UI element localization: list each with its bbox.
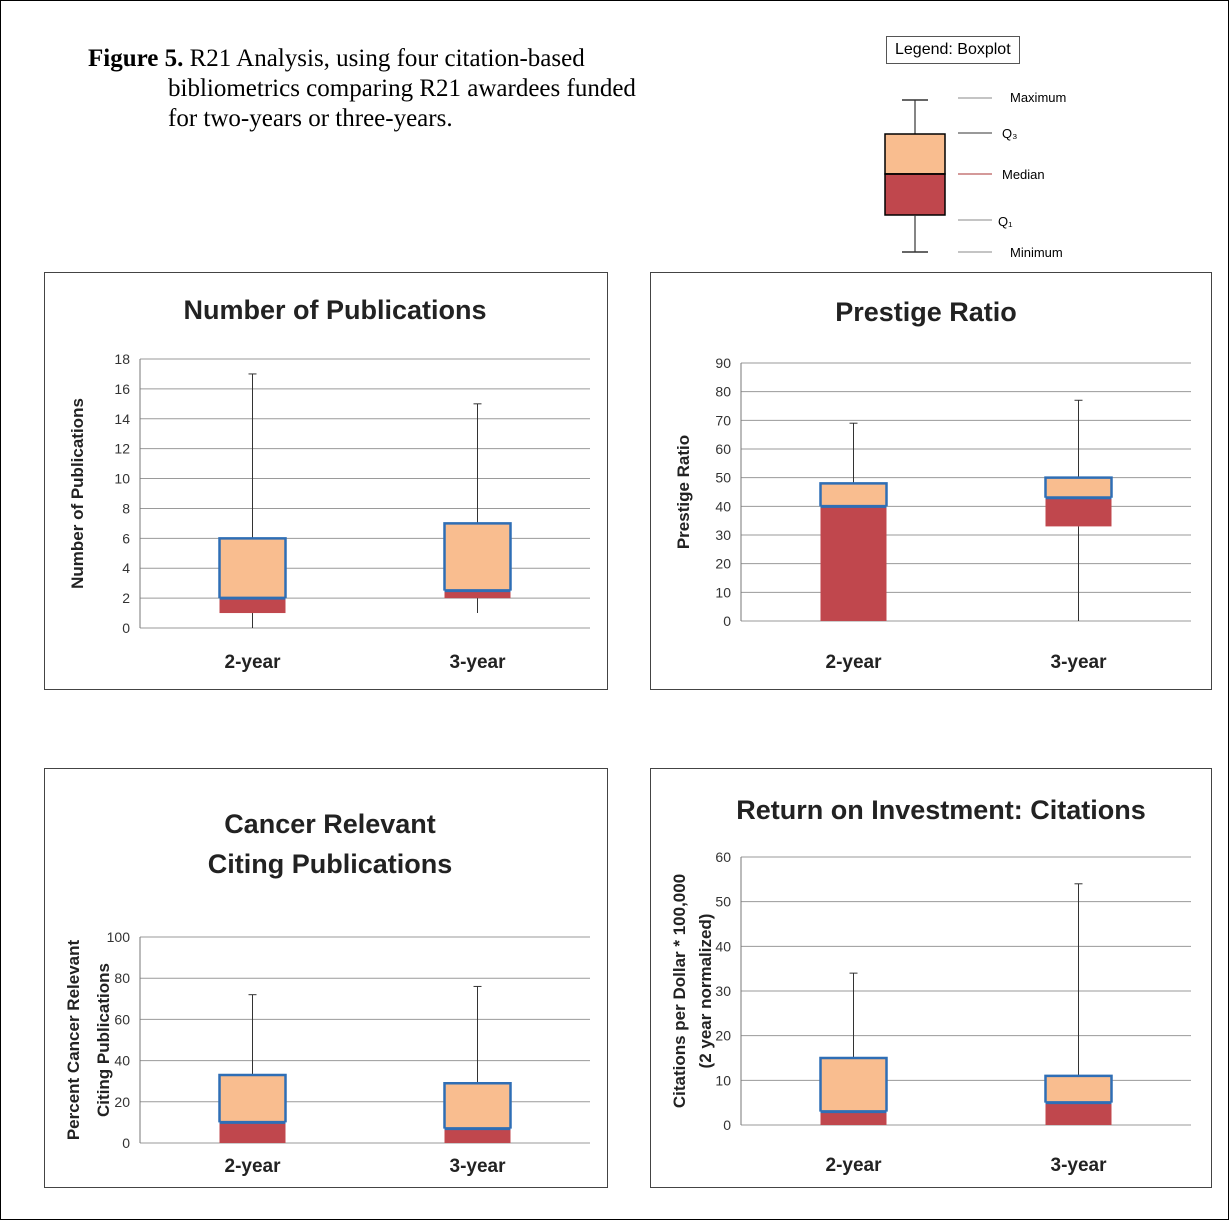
y-tick-label: 60 (715, 441, 731, 457)
box-outline (819, 482, 888, 507)
y-tick-label: 20 (715, 1028, 731, 1044)
y-tick-label: 16 (114, 381, 130, 397)
box-outline (819, 1056, 888, 1112)
y-tick-label: 0 (723, 613, 731, 629)
box-upper-quartile (820, 483, 887, 507)
y-tick-label: 100 (107, 929, 131, 945)
y-tick-label: 2 (122, 590, 130, 606)
caption-line-3: for two-years or three-years. (168, 105, 453, 132)
y-tick-label: 10 (715, 1072, 731, 1088)
box-upper-quartile (219, 538, 286, 599)
y-tick-label: 6 (122, 530, 130, 546)
chart-panel-publications: Number of Publications 0 2 4 6 8 10 12 14 16 18 Num… (44, 272, 608, 690)
y-tick-label: 70 (715, 412, 731, 428)
legend-graphic: Maximum Q₃ Median Q₁ Minimum (884, 90, 1066, 260)
box-lower-quartile (820, 1111, 887, 1125)
x-category-label: 3-year (450, 652, 507, 673)
legend-item-maximum: Maximum (1010, 90, 1066, 105)
legend-item-q3: Q₃ (1002, 126, 1017, 141)
y-axis-label: (2 year normalized) (696, 914, 715, 1069)
box-outline (218, 1073, 287, 1123)
box-lower-quartile (444, 1128, 511, 1143)
box-outline (218, 537, 287, 599)
figure-label: Figure 5. (88, 45, 184, 72)
chart-svg: Cancer Relevant Citing Publications 0 20 40 6… (64, 809, 590, 1177)
box-outline (1044, 476, 1113, 498)
box-lower-quartile (219, 598, 286, 614)
box-lower-quartile (219, 1122, 286, 1143)
chart-svg: Number of Publications 0 2 4 6 8 10 12 14 16 18 Num… (68, 295, 590, 673)
legend-lower-box (884, 173, 946, 216)
y-tick-label: 30 (715, 983, 731, 999)
box-lower-quartile (1045, 497, 1112, 527)
y-tick-label: 60 (114, 1011, 130, 1027)
caption-line-2: bibliometrics comparing R21 awardees fun… (168, 75, 636, 102)
y-tick-label: 30 (715, 527, 731, 543)
chart-svg: Return on Investment: Citations 0 10 20 30 40… (670, 795, 1191, 1176)
x-category-label: 3-year (1051, 652, 1108, 673)
x-category-label: 2-year (225, 1156, 282, 1177)
box-outline (443, 1082, 512, 1129)
x-category-label: 2-year (826, 652, 883, 673)
box-upper-quartile (444, 523, 511, 591)
box-outline (1044, 1074, 1113, 1103)
y-tick-label: 18 (114, 351, 130, 367)
chart-title: Cancer Relevant (224, 809, 436, 839)
chart-title: Prestige Ratio (835, 297, 1017, 327)
chart-panel-cancer-relevant: Cancer Relevant Citing Publications 0 20 40 6… (44, 768, 608, 1188)
y-tick-label: 60 (715, 849, 731, 865)
legend-item-median: Median (1002, 167, 1045, 182)
box-lower-quartile (444, 590, 511, 599)
legend-upper-box (884, 133, 946, 175)
box-lower-quartile (820, 506, 887, 621)
y-tick-label: 14 (114, 411, 130, 427)
y-tick-label: 50 (715, 470, 731, 486)
x-category-label: 2-year (826, 1155, 883, 1176)
x-category-label: 3-year (1051, 1155, 1108, 1176)
x-category-label: 2-year (225, 652, 282, 673)
y-axis-label: Citations per Dollar * 100,000 (670, 874, 689, 1108)
y-tick-label: 10 (715, 584, 731, 600)
chart-panel-roi-citations: Return on Investment: Citations 0 10 20 30 40… (650, 768, 1212, 1188)
y-tick-label: 8 (122, 500, 130, 516)
y-tick-label: 40 (715, 498, 731, 514)
chart-title: Citing Publications (208, 849, 453, 879)
box-lower-quartile (1045, 1102, 1112, 1125)
y-tick-label: 20 (715, 556, 731, 572)
chart-svg: Prestige Ratio 0 10 20 30 40 50 60 70 80 90 Prestig… (674, 297, 1191, 673)
boxplot-legend: Legend: Boxplot Maximum Q₃ Median Q₁ Min… (870, 36, 1080, 266)
y-axis-label: Number of Publications (68, 398, 87, 589)
box-outline (443, 522, 512, 591)
y-tick-label: 0 (723, 1117, 731, 1133)
figure-caption: Figure 5. R21 Analysis, using four citat… (88, 44, 788, 134)
box-upper-quartile (444, 1083, 511, 1129)
chart-panel-prestige: Prestige Ratio 0 10 20 30 40 50 60 70 80 90 Prestig… (650, 272, 1212, 690)
y-tick-label: 12 (114, 441, 130, 457)
y-tick-label: 4 (122, 560, 130, 576)
y-tick-label: 80 (114, 970, 130, 986)
y-tick-label: 40 (715, 938, 731, 954)
box-upper-quartile (219, 1075, 286, 1123)
y-tick-label: 0 (122, 620, 130, 636)
box-upper-quartile (1045, 1075, 1112, 1103)
y-axis-label: Citing Publications (94, 963, 113, 1117)
legend-item-q1: Q₁ (998, 214, 1013, 229)
y-tick-label: 20 (114, 1094, 130, 1110)
y-axis-label: Prestige Ratio (674, 435, 693, 549)
y-tick-label: 90 (715, 355, 731, 371)
y-tick-label: 40 (114, 1053, 130, 1069)
y-axis-label: Percent Cancer Relevant (64, 940, 83, 1141)
box-upper-quartile (1045, 477, 1112, 498)
legend-item-minimum: Minimum (1010, 245, 1063, 260)
caption-line-1: R21 Analysis, using four citation-based (189, 45, 585, 72)
y-tick-label: 50 (715, 894, 731, 910)
chart-title: Number of Publications (183, 295, 486, 325)
box-upper-quartile (820, 1058, 887, 1112)
chart-title: Return on Investment: Citations (736, 795, 1146, 825)
y-tick-label: 10 (114, 471, 130, 487)
y-tick-label: 80 (715, 384, 731, 400)
y-tick-label: 0 (122, 1135, 130, 1151)
legend-title: Legend: Boxplot (886, 36, 1020, 64)
x-category-label: 3-year (450, 1156, 507, 1177)
